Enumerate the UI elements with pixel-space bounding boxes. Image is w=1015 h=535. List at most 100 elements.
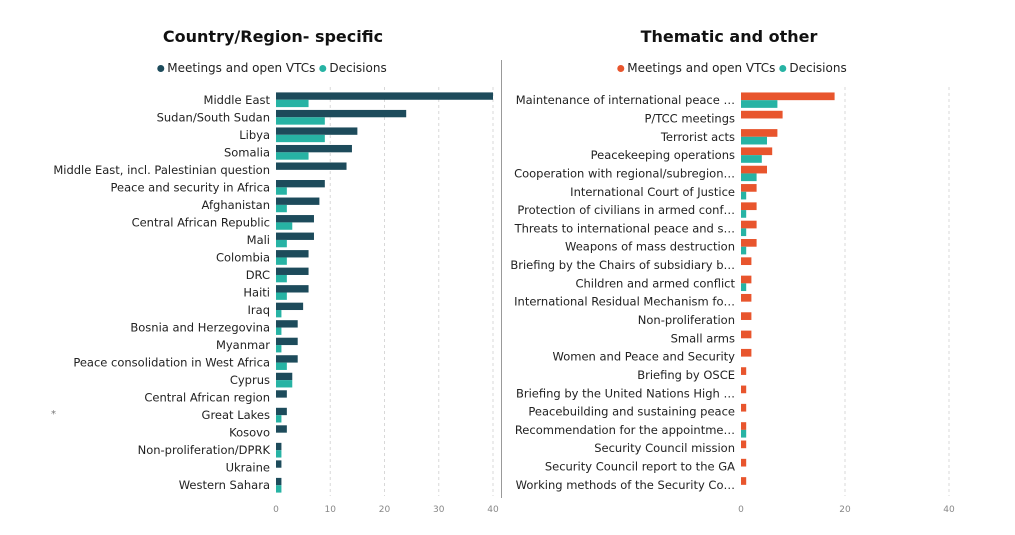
bar-meetings[interactable] (276, 425, 287, 433)
legend-dot-icon (319, 64, 327, 72)
bar-meetings[interactable] (741, 110, 783, 119)
bar-decisions[interactable] (741, 191, 747, 200)
bar-decisions[interactable] (276, 327, 282, 335)
bar-meetings[interactable] (741, 422, 747, 430)
category-label: Central African region (144, 391, 270, 405)
bar-meetings[interactable] (741, 440, 747, 449)
bar-decisions[interactable] (276, 274, 287, 283)
bar-meetings[interactable] (741, 477, 747, 485)
category-label: Peacekeeping operations (591, 148, 735, 162)
bar-decisions[interactable] (741, 100, 778, 108)
bar-meetings[interactable] (741, 367, 747, 375)
bar-decisions[interactable] (276, 187, 287, 195)
legend-dot-icon (157, 64, 165, 72)
right-legend-item-meetings[interactable]: Meetings and open VTCs (617, 61, 775, 75)
category-label: Working methods of the Security Co… (516, 478, 735, 492)
bar-decisions[interactable] (741, 136, 767, 145)
bar-meetings[interactable] (741, 348, 752, 357)
bar-meetings[interactable] (276, 267, 309, 275)
bar-decisions[interactable] (741, 283, 747, 292)
bar-decisions[interactable] (741, 210, 747, 218)
bar-meetings[interactable] (276, 407, 287, 416)
bar-meetings[interactable] (276, 390, 287, 398)
right-bar-chart: 0 20 40 Maintenance of international peace … (510, 87, 955, 515)
bar-decisions[interactable] (276, 380, 293, 388)
bar-decisions[interactable] (276, 152, 309, 160)
category-label: Middle East, incl. Palestinian question (53, 163, 270, 177)
bar-meetings[interactable] (741, 165, 767, 174)
bar-decisions[interactable] (276, 292, 287, 300)
bar-meetings[interactable] (741, 403, 747, 412)
bar-meetings[interactable] (276, 144, 352, 153)
legend-dot-icon (617, 64, 625, 72)
bar-meetings[interactable] (276, 337, 298, 346)
category-label: Iraq (248, 303, 270, 317)
bar-meetings[interactable] (276, 180, 325, 188)
bar-meetings[interactable] (741, 458, 747, 467)
bar-meetings[interactable] (741, 330, 752, 339)
bar-meetings[interactable] (276, 250, 309, 258)
bar-meetings[interactable] (276, 92, 493, 100)
category-label: Western Sahara (179, 478, 270, 492)
bar-decisions[interactable] (276, 99, 309, 108)
left-chart-title: Country/Region- specific (162, 27, 384, 46)
bar-decisions[interactable] (741, 173, 757, 182)
bar-meetings[interactable] (741, 239, 757, 247)
bar-decisions[interactable] (276, 222, 293, 230)
bar-meetings[interactable] (741, 92, 835, 101)
bar-meetings[interactable] (276, 477, 282, 486)
bar-meetings[interactable] (741, 257, 752, 266)
category-label: Myanmar (216, 338, 270, 352)
category-label: Cooperation with regional/subregion… (514, 166, 735, 180)
panel-divider (501, 60, 502, 498)
bar-decisions[interactable] (276, 485, 282, 493)
bar-meetings[interactable] (276, 460, 282, 468)
bar-meetings[interactable] (276, 285, 309, 293)
bar-decisions[interactable] (741, 429, 747, 438)
bar-decisions[interactable] (276, 345, 282, 353)
category-label: Sudan/South Sudan (157, 110, 270, 124)
category-label: Peacebuilding and sustaining peace (528, 405, 735, 419)
category-label: Central African Republic (132, 215, 270, 229)
bar-decisions[interactable] (741, 246, 747, 255)
bar-meetings[interactable] (276, 197, 320, 205)
left-legend-item-decisions[interactable]: Decisions (319, 61, 387, 75)
bar-meetings[interactable] (276, 215, 314, 223)
bar-meetings[interactable] (276, 162, 347, 170)
bar-decisions[interactable] (276, 450, 282, 458)
bar-decisions[interactable] (276, 239, 287, 248)
category-label: Briefing by the Chairs of subsidiary b… (510, 258, 735, 272)
bar-meetings[interactable] (276, 109, 407, 118)
bar-decisions[interactable] (276, 362, 287, 370)
bar-decisions[interactable] (276, 117, 325, 125)
bar-decisions[interactable] (276, 415, 282, 423)
bar-decisions[interactable] (741, 155, 762, 163)
bar-decisions[interactable] (276, 310, 282, 318)
bar-meetings[interactable] (741, 220, 757, 229)
bar-meetings[interactable] (741, 202, 757, 211)
category-label: Haiti (243, 286, 270, 300)
bar-meetings[interactable] (741, 293, 752, 302)
bar-meetings[interactable] (741, 275, 752, 284)
bar-decisions[interactable] (276, 134, 325, 143)
bar-meetings[interactable] (276, 355, 298, 363)
bar-meetings[interactable] (276, 320, 298, 328)
bar-meetings[interactable] (741, 312, 752, 320)
bar-meetings[interactable] (741, 129, 778, 137)
left-legend-item-meetings[interactable]: Meetings and open VTCs (157, 61, 315, 75)
bar-meetings[interactable] (741, 385, 747, 394)
bar-decisions[interactable] (741, 228, 747, 237)
bar-meetings[interactable] (741, 184, 757, 192)
bar-decisions[interactable] (276, 204, 287, 213)
bar-meetings[interactable] (276, 372, 293, 381)
bar-meetings[interactable] (276, 232, 314, 240)
bar-meetings[interactable] (276, 302, 304, 311)
right-legend-item-decisions[interactable]: Decisions (779, 61, 847, 75)
bar-meetings[interactable] (276, 127, 358, 135)
x-tick-label: 40 (487, 505, 499, 515)
right-chart-title: Thematic and other (640, 27, 818, 46)
x-tick-label: 0 (738, 505, 744, 515)
bar-meetings[interactable] (276, 442, 282, 451)
bar-decisions[interactable] (276, 257, 287, 265)
bar-meetings[interactable] (741, 147, 773, 156)
